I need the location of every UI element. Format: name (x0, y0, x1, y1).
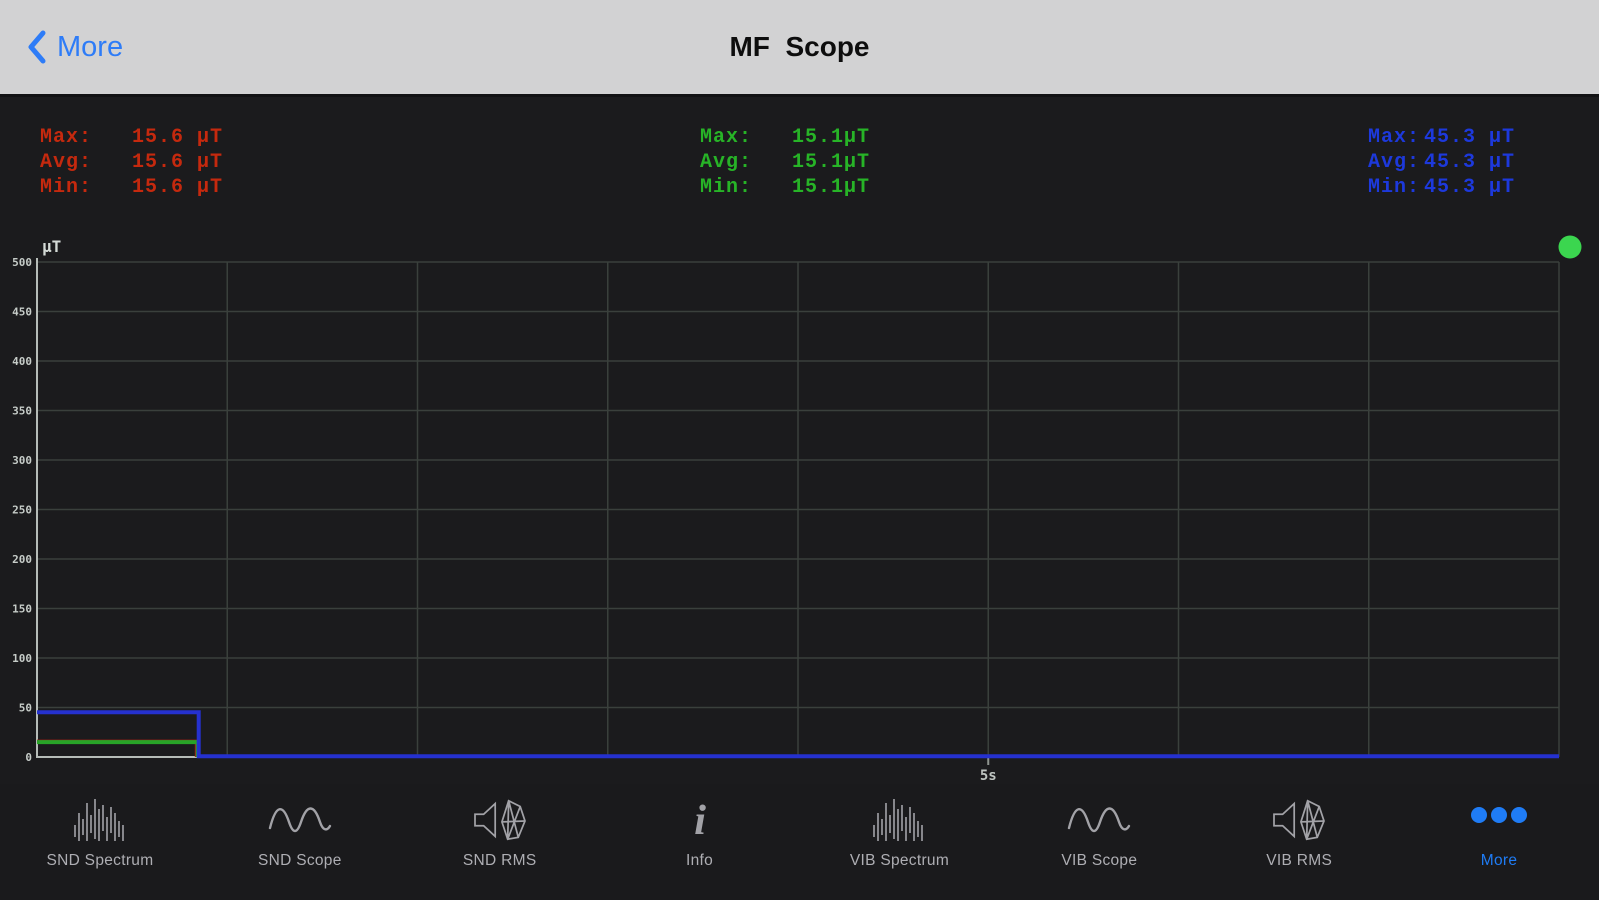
stat-value: 15.1µT (792, 151, 871, 174)
sine-wave-icon (1068, 807, 1131, 833)
stat-avg-row: Avg: 15.1µT (700, 150, 870, 175)
stat-min-row: Min: 15.6 µT (40, 175, 223, 200)
tab-snd-spectrum[interactable]: SND Spectrum (0, 784, 200, 900)
stat-min-row: Min: 45.3 µT (1368, 175, 1515, 200)
stat-value: 15.6 µT (132, 126, 224, 149)
y-tick-label: 50 (19, 702, 32, 715)
stat-value: 15.1µT (792, 126, 871, 149)
y-axis-unit-label: µT (42, 237, 61, 256)
stat-value: 15.6 µT (132, 151, 224, 174)
stats-green-channel: Max: 15.1µT Avg: 15.1µT Min: 15.1µT (700, 125, 870, 200)
y-tick-label: 150 (12, 603, 32, 616)
spectrum-icon (873, 799, 924, 841)
y-tick-label: 300 (12, 454, 32, 467)
tab-label: VIB RMS (1266, 852, 1333, 869)
stats-blue-channel: Max: 45.3 µT Avg: 45.3 µT Min: 45.3 µT (1368, 125, 1515, 200)
tab-vib-scope[interactable]: VIB Scope (999, 784, 1199, 900)
stat-value: 45.3 µT (1424, 126, 1516, 149)
page-title: MF Scope (729, 31, 870, 62)
y-tick-label: 400 (12, 355, 32, 368)
stat-label: Max: (40, 126, 93, 149)
stat-value: 15.6 µT (132, 176, 224, 199)
stat-avg-row: Avg: 15.6 µT (40, 150, 223, 175)
stat-max-row: Max: 45.3 µT (1368, 125, 1515, 150)
sine-wave-icon (268, 807, 332, 833)
spectrum-icon (74, 799, 124, 841)
stat-label: Min: (40, 176, 93, 199)
y-tick-label: 100 (12, 652, 32, 665)
tab-label: VIB Spectrum (849, 852, 950, 869)
x-tick-label: 5s (980, 768, 997, 784)
svg-text:i: i (694, 797, 706, 844)
stat-avg-row: Avg: 45.3 µT (1368, 150, 1515, 175)
y-tick-label: 350 (12, 405, 32, 418)
nav-bar: More MF Scope (0, 0, 1599, 97)
y-tick-label: 250 (12, 504, 32, 517)
y-tick-label: 500 (12, 256, 32, 269)
recording-indicator (1558, 235, 1582, 259)
tab-info[interactable]: i Info (600, 784, 800, 900)
stat-label: Min: (700, 176, 753, 199)
y-tick-label: 0 (25, 751, 32, 764)
tab-label: Info (686, 852, 714, 869)
chevron-left-icon (28, 30, 46, 64)
stat-label: Max: (700, 126, 753, 149)
stat-label: Max: (1368, 126, 1421, 149)
stat-label: Avg: (40, 151, 93, 174)
info-icon: i (694, 797, 706, 844)
stat-max-row: Max: 15.6 µT (40, 125, 223, 150)
speaker-icon (473, 799, 526, 841)
stat-value: 45.3 µT (1424, 151, 1516, 174)
trace-blue (37, 710, 1559, 759)
stat-value: 15.1µT (792, 176, 871, 199)
stat-label: Avg: (1368, 151, 1421, 174)
tab-label: More (1480, 852, 1518, 869)
stat-value: 45.3 µT (1424, 176, 1516, 199)
stat-max-row: Max: 15.1µT (700, 125, 870, 150)
tab-vib-rms[interactable]: VIB RMS (1199, 784, 1399, 900)
tab-vib-spectrum[interactable]: VIB Spectrum (800, 784, 1000, 900)
tab-snd-rms[interactable]: SND RMS (400, 784, 600, 900)
tab-more[interactable]: More (1399, 784, 1599, 900)
tab-label: SND RMS (462, 852, 537, 869)
trace-green (37, 740, 200, 757)
back-button-label: More (57, 30, 124, 63)
more-dots-icon (1471, 807, 1528, 823)
back-button[interactable]: More (26, 0, 123, 94)
y-tick-label: 450 (12, 306, 32, 319)
y-tick-label: 200 (12, 553, 32, 566)
tab-label: SND Scope (257, 852, 342, 869)
tab-bar: SND Spectrum SND Scope SND RMS i Info (0, 784, 1599, 900)
stats-red-channel: Max: 15.6 µT Avg: 15.6 µT Min: 15.6 µT (40, 125, 223, 200)
tab-snd-scope[interactable]: SND Scope (200, 784, 400, 900)
stat-label: Min: (1368, 176, 1421, 199)
tab-label: SND Spectrum (46, 852, 154, 869)
speaker-icon (1273, 799, 1326, 841)
stat-label: Avg: (700, 151, 753, 174)
tab-label: VIB Scope (1061, 852, 1138, 869)
stat-min-row: Min: 15.1µT (700, 175, 870, 200)
